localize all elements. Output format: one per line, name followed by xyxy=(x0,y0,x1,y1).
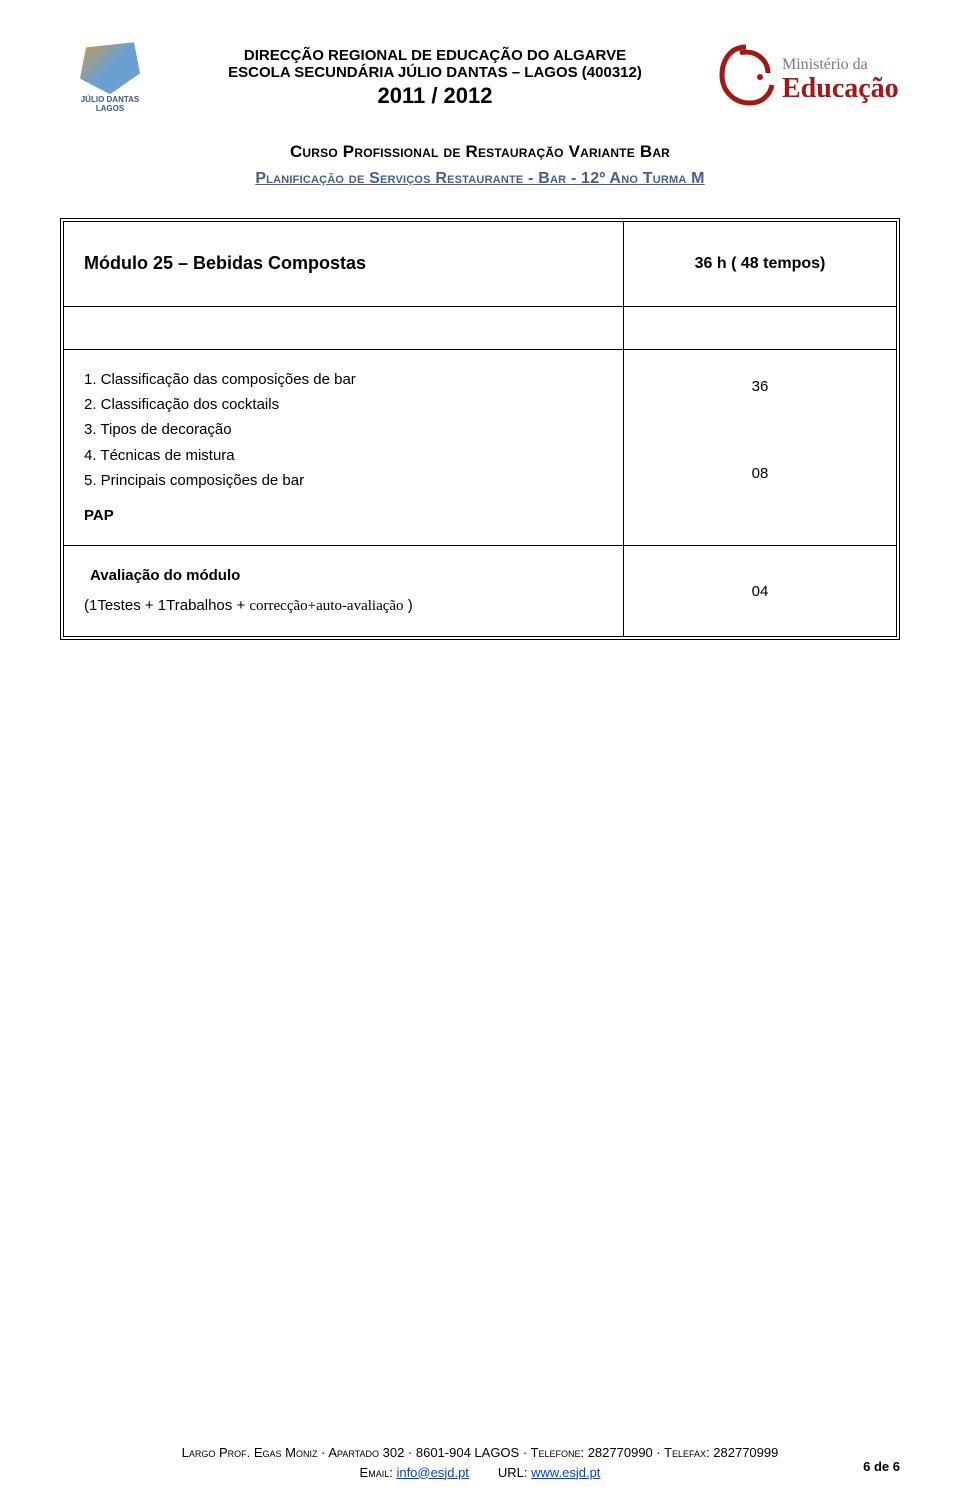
table-row: 1. Classificação das composições de bar … xyxy=(64,349,896,546)
gap-right xyxy=(624,307,896,349)
course-name: Curso Profissional de Restauração Varian… xyxy=(60,142,900,162)
list-item: 2. Classificação dos cocktails xyxy=(84,393,603,416)
list-item: 1. Classificação das composições de bar xyxy=(84,368,603,391)
table-row: Módulo 25 – Bebidas Compostas 36 h ( 48 … xyxy=(64,222,896,306)
svg-text:Educação: Educação xyxy=(782,73,899,104)
evaluation-hours-cell: 04 xyxy=(624,546,896,636)
evaluation-body-serif: correcção+auto-avaliação xyxy=(249,598,403,614)
module-content-cell: 1. Classificação das composições de bar … xyxy=(64,350,624,546)
gap-left xyxy=(64,307,624,349)
hours-pap: 08 xyxy=(752,465,769,482)
evaluation-body: (1Testes + 1Trabalhos + correcção+auto-a… xyxy=(84,594,603,618)
ministry-logo-icon: Ministério da Educação xyxy=(710,39,900,117)
subheading-block: Curso Profissional de Restauração Varian… xyxy=(60,142,900,188)
hours-content: 36 xyxy=(752,378,769,395)
evaluation-title: Avaliação do módulo xyxy=(90,564,603,587)
school-logo: JÚLIO DANTAS LAGOS xyxy=(60,28,160,128)
evaluation-cell: Avaliação do módulo (1Testes + 1Trabalho… xyxy=(64,546,624,636)
table-row xyxy=(64,306,896,349)
school-logo-caption2: LAGOS xyxy=(96,105,124,114)
module-title-cell: Módulo 25 – Bebidas Compostas xyxy=(64,222,624,306)
page-footer: Largo Prof. Egas Moniz · Apartado 302 · … xyxy=(0,1443,960,1482)
email-label: Email: xyxy=(360,1465,397,1480)
pap-label: PAP xyxy=(84,504,603,527)
page-number: 6 de 6 xyxy=(863,1457,900,1477)
svg-text:Ministério da: Ministério da xyxy=(782,56,868,73)
header-line1: DIRECÇÃO REGIONAL DE EDUCAÇÃO DO ALGARVE xyxy=(172,47,698,64)
planning-title: Planificação de Serviços Restaurante - B… xyxy=(60,170,900,188)
footer-address: Largo Prof. Egas Moniz · Apartado 302 · … xyxy=(0,1443,960,1463)
list-item: 5. Principais composições de bar xyxy=(84,469,603,492)
list-item: 4. Técnicas de mistura xyxy=(84,444,603,467)
page-header: JÚLIO DANTAS LAGOS DIRECÇÃO REGIONAL DE … xyxy=(60,28,900,128)
email-link[interactable]: info@esjd.pt xyxy=(396,1465,468,1480)
module-table: Módulo 25 – Bebidas Compostas 36 h ( 48 … xyxy=(60,218,900,640)
table-row: Avaliação do módulo (1Testes + 1Trabalho… xyxy=(64,545,896,636)
module-hours-cell: 36 08 xyxy=(624,350,896,546)
header-text-block: DIRECÇÃO REGIONAL DE EDUCAÇÃO DO ALGARVE… xyxy=(160,47,710,109)
footer-contacts: Email: info@esjd.pt URL: www.esjd.pt xyxy=(0,1463,960,1483)
header-line3: 2011 / 2012 xyxy=(172,83,698,109)
map-shape-icon xyxy=(80,42,140,94)
url-link[interactable]: www.esjd.pt xyxy=(531,1465,600,1480)
list-item: 3. Tipos de decoração xyxy=(84,418,603,441)
header-line2: ESCOLA SECUNDÁRIA JÚLIO DANTAS – LAGOS (… xyxy=(172,64,698,81)
hours-evaluation: 04 xyxy=(752,583,769,600)
module-duration-cell: 36 h ( 48 tempos) xyxy=(624,222,896,306)
url-label: URL: xyxy=(498,1465,531,1480)
evaluation-body-close: ) xyxy=(404,597,413,614)
evaluation-body-plain: (1Testes + 1Trabalhos + xyxy=(84,597,249,614)
ministry-logo: Ministério da Educação xyxy=(710,38,900,118)
